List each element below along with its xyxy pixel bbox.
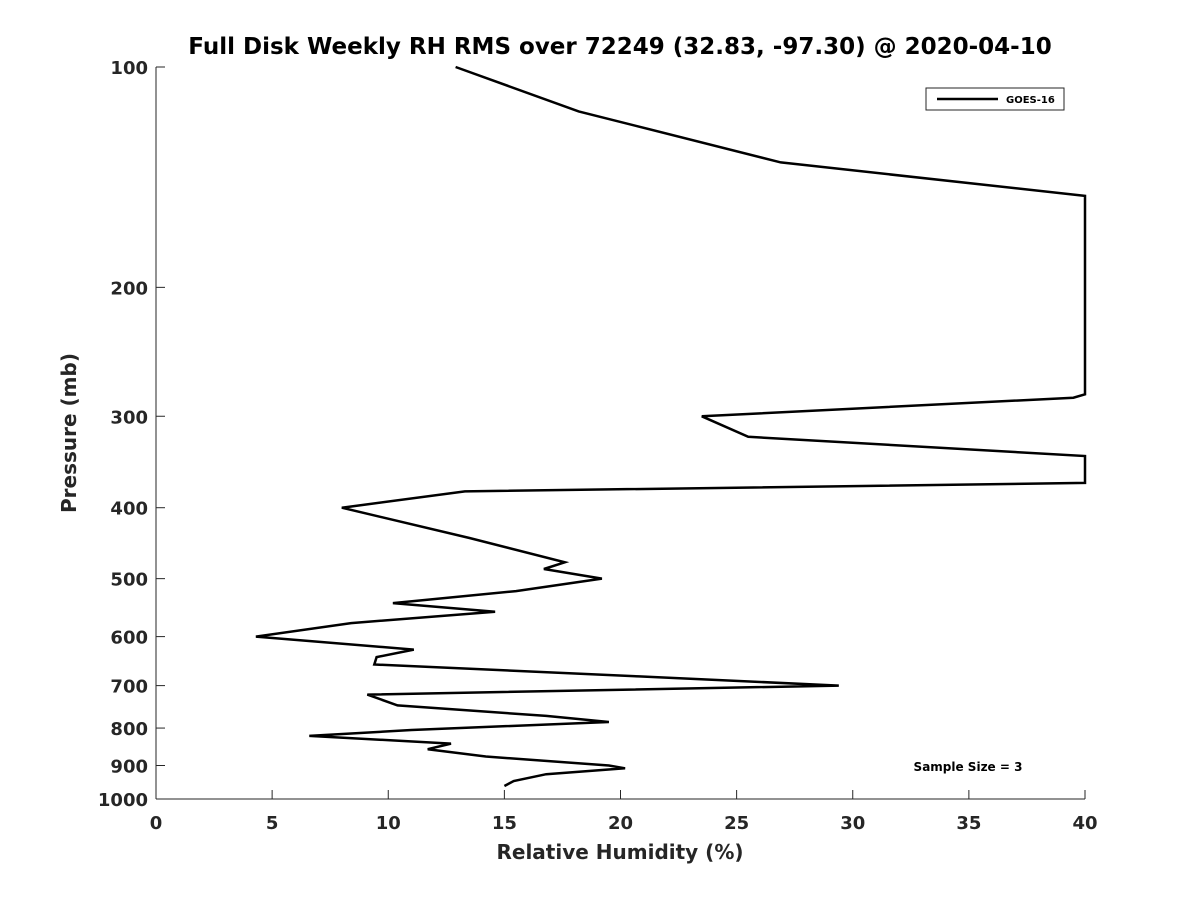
series-layer — [255, 65, 1087, 788]
x-tick-label: 0 — [150, 813, 163, 834]
x-axis-label: Relative Humidity (%) — [496, 840, 743, 864]
y-tick-label: 200 — [110, 278, 148, 299]
sample-size-annotation: Sample Size = 3 — [914, 760, 1023, 774]
series-line-goes-16 — [255, 65, 1087, 788]
y-axis-label: Pressure (mb) — [57, 353, 81, 513]
x-tick-label: 20 — [608, 813, 633, 834]
legend: GOES-16 — [925, 87, 1065, 111]
x-tick-label: 40 — [1072, 813, 1097, 834]
x-tick-label: 10 — [376, 813, 401, 834]
y-tick-label: 100 — [110, 58, 148, 79]
x-tick-label: 35 — [956, 813, 981, 834]
y-tick-label: 900 — [110, 757, 148, 778]
x-tick-label: 30 — [840, 813, 865, 834]
y-tick-label: 800 — [110, 719, 148, 740]
legend-label-goes16: GOES-16 — [1006, 95, 1055, 106]
y-tick-label: 600 — [110, 628, 148, 649]
x-tick-label: 15 — [492, 813, 517, 834]
x-tick-label: 25 — [724, 813, 749, 834]
y-tick-label: 1000 — [98, 790, 148, 811]
x-tick-label: 5 — [266, 813, 279, 834]
y-tick-group: 100 200 300 400 500 600 700 800 900 1000 — [98, 58, 165, 811]
y-tick-label: 500 — [110, 570, 148, 591]
x-tick-group: 0 5 10 15 20 25 30 35 40 — [150, 790, 1098, 834]
y-tick-label: 400 — [110, 499, 148, 520]
y-tick-label: 700 — [110, 677, 148, 698]
y-tick-label: 300 — [110, 407, 148, 428]
chart-title: Full Disk Weekly RH RMS over 72249 (32.8… — [188, 34, 1051, 60]
